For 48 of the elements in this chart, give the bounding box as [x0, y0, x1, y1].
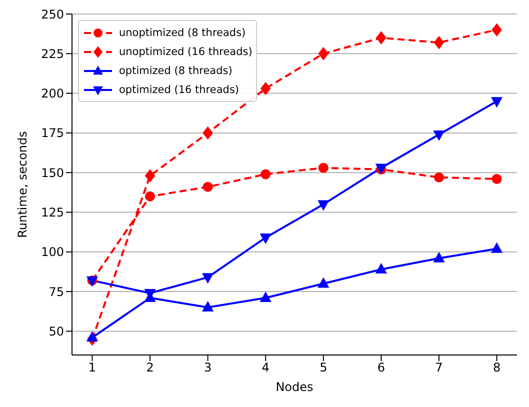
y-tick-label: 75: [48, 284, 64, 299]
point: [202, 126, 213, 140]
y-tick-label: 250: [41, 7, 64, 22]
y-tick-label: 200: [41, 86, 64, 101]
point: [491, 97, 502, 108]
y-axis-title: Runtime, seconds: [15, 131, 30, 238]
legend-label: optimized (8 threads): [119, 64, 232, 76]
y-tick-label: 125: [41, 206, 64, 220]
point: [434, 172, 444, 182]
point: [318, 47, 328, 60]
y-tick-label: 100: [41, 245, 64, 260]
point: [202, 302, 214, 312]
y-tick-label: 150: [41, 166, 64, 180]
legend-label: unoptimized (16 threads): [119, 46, 252, 58]
point: [491, 242, 502, 253]
point: [318, 278, 329, 288]
x-tick-label: 4: [262, 360, 270, 375]
x-tick-label: 1: [88, 360, 96, 375]
point: [318, 200, 329, 210]
point: [202, 273, 214, 284]
x-axis-title: Nodes: [276, 380, 314, 394]
x-tick-label: 3: [204, 360, 212, 375]
x-tick-label: 8: [492, 360, 501, 375]
y-tick-label: 225: [41, 46, 64, 61]
point: [492, 174, 502, 184]
x-tick-label: 6: [377, 360, 386, 375]
point: [434, 252, 444, 262]
legend-label: unoptimized (8 threads): [119, 26, 246, 38]
point: [202, 182, 213, 192]
legend-label: optimized (16 threads): [119, 84, 240, 96]
point: [434, 36, 444, 49]
point: [260, 82, 271, 95]
point: [434, 130, 444, 140]
point: [376, 263, 387, 274]
point: [260, 292, 272, 302]
point: [145, 169, 156, 182]
x-tick-label: 7: [435, 360, 443, 375]
point: [260, 169, 271, 180]
point: [492, 24, 502, 36]
point: [318, 162, 328, 173]
point: [145, 191, 156, 202]
y-tick-label: 175: [41, 126, 64, 140]
y-tick-label: 50: [48, 324, 64, 338]
point: [260, 234, 272, 244]
x-tick-label: 5: [320, 360, 328, 375]
x-tick-label: 2: [146, 360, 154, 375]
point: [376, 31, 386, 44]
point: [86, 332, 98, 342]
